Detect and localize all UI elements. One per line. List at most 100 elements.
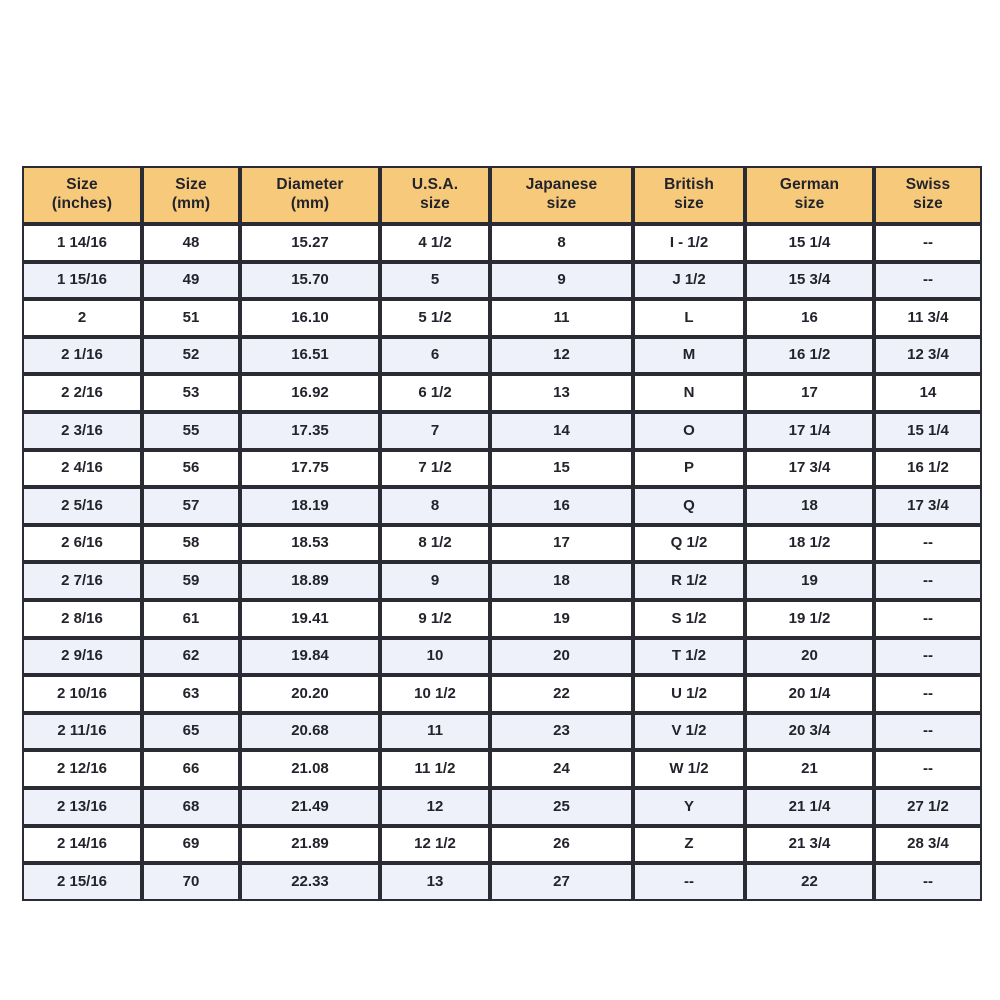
table-cell: R 1/2 [633,562,745,600]
table-cell: 25 [490,787,633,826]
table-cell: 19 [745,562,874,600]
column-header-4: Japanese size [490,166,633,224]
column-header-line2: (mm) [171,195,211,212]
table-cell: 2 1/16 [22,336,142,375]
column-header-5: British size [633,166,745,224]
table-cell: 15 1/4 [874,411,982,450]
column-header-3: U.S.A. size [380,166,490,224]
column-header-2: Diameter (mm) [240,166,380,224]
column-header-line2: size [546,195,577,212]
table-cell: M [633,336,745,375]
table-cell: 16 [490,487,633,525]
table-cell: 9 1/2 [380,599,490,638]
table-cell: 18.19 [240,487,380,525]
table-row: 2 10/16 63 20.20 10 1/2 22 U 1/2 20 1/4 -- [22,675,982,713]
table-cell: 6 1/2 [380,374,490,412]
table-cell: 20 [745,637,874,676]
table-cell: 21.89 [240,825,380,864]
table-cell: 11 [380,712,490,751]
table-cell: 17 [490,524,633,563]
table-cell: 20.68 [240,712,380,751]
table-cell: 6 [380,336,490,375]
table-row: 2 3/16 55 17.35 7 14 O 17 1/4 15 1/4 [22,411,982,450]
table-row: 2 1/16 52 16.51 6 12 M 16 1/2 12 3/4 [22,336,982,375]
table-cell: 17.75 [240,449,380,488]
table-row: 1 15/16 49 15.70 5 9 J 1/2 15 3/4 -- [22,261,982,300]
table-cell: 70 [142,863,240,901]
table-cell: 18 [745,487,874,525]
table-cell: 20.20 [240,675,380,713]
table-cell: T 1/2 [633,637,745,676]
table-cell: 23 [490,712,633,751]
column-header-line2: (inches) [51,195,113,212]
table-cell: 48 [142,224,240,262]
table-cell: 15 [490,449,633,488]
table-cell: 1 14/16 [22,224,142,262]
column-header-line1: Swiss [905,176,951,194]
table-cell: 26 [490,825,633,864]
table-cell: L [633,299,745,337]
table-cell: 65 [142,712,240,751]
column-header-line2: size [420,195,450,212]
table-cell: 61 [142,599,240,638]
table-cell: 2 3/16 [22,411,142,450]
table-row: 2 51 16.10 5 1/2 11 L 16 11 3/4 [22,299,982,337]
table-cell: S 1/2 [633,599,745,638]
table-cell: -- [874,524,982,563]
table-row: 2 14/16 69 21.89 12 1/2 26 Z 21 3/4 28 3/4 [22,825,982,864]
column-header-line1: Japanese [525,176,598,194]
table-cell: 9 [490,261,633,300]
column-header-0: Size (inches) [22,166,142,224]
table-cell: N [633,374,745,412]
table-cell: 18 1/2 [745,524,874,563]
table-cell: 20 1/4 [745,675,874,713]
table-cell: 20 3/4 [745,712,874,751]
table-cell: 18 [490,562,633,600]
table-cell: -- [874,750,982,788]
table-row: 2 5/16 57 18.19 8 16 Q 18 17 3/4 [22,487,982,525]
table-cell: -- [874,712,982,751]
table-cell: U 1/2 [633,675,745,713]
table-cell: 12 1/2 [380,825,490,864]
table-cell: 12 [380,787,490,826]
table-cell: -- [633,863,745,901]
table-cell: 22.33 [240,863,380,901]
table-cell: 5 [380,261,490,300]
table-cell: 17 1/4 [745,411,874,450]
table-cell: 21.49 [240,787,380,826]
table-cell: J 1/2 [633,261,745,300]
table-cell: 14 [490,411,633,450]
table-cell: Q 1/2 [633,524,745,563]
table-cell: 7 1/2 [380,449,490,488]
table-cell: 11 1/2 [380,750,490,788]
column-header-line2: size [794,195,825,212]
table-cell: 56 [142,449,240,488]
table-cell: P [633,449,745,488]
table-cell: 63 [142,675,240,713]
table-cell: 19 [490,599,633,638]
table-cell: 1 15/16 [22,261,142,300]
table-cell: 21 3/4 [745,825,874,864]
table-cell: 16.92 [240,374,380,412]
table-cell: -- [874,562,982,600]
table-cell: -- [874,599,982,638]
table-row: 2 11/16 65 20.68 11 23 V 1/2 20 3/4 -- [22,712,982,751]
table-cell: 16.51 [240,336,380,375]
table-cell: 20 [490,637,633,676]
table-row: 2 13/16 68 21.49 12 25 Y 21 1/4 27 1/2 [22,787,982,826]
table-cell: -- [874,637,982,676]
table-cell: 15.70 [240,261,380,300]
column-header-line1: British [664,176,714,194]
table-cell: 18.53 [240,524,380,563]
table-cell: 2 4/16 [22,449,142,488]
header-row: Size (inches) Size (mm) Diameter (mm) U.S.A. si… [22,166,982,224]
table-cell: 2 5/16 [22,487,142,525]
table-cell: 4 1/2 [380,224,490,262]
table-cell: 15 1/4 [745,224,874,262]
table-row: 2 2/16 53 16.92 6 1/2 13 N 17 14 [22,374,982,412]
table-cell: 2 14/16 [22,825,142,864]
table-cell: 21 [745,750,874,788]
table-cell: 28 3/4 [874,825,982,864]
table-cell: 11 [490,299,633,337]
table-cell: 2 [22,299,142,337]
